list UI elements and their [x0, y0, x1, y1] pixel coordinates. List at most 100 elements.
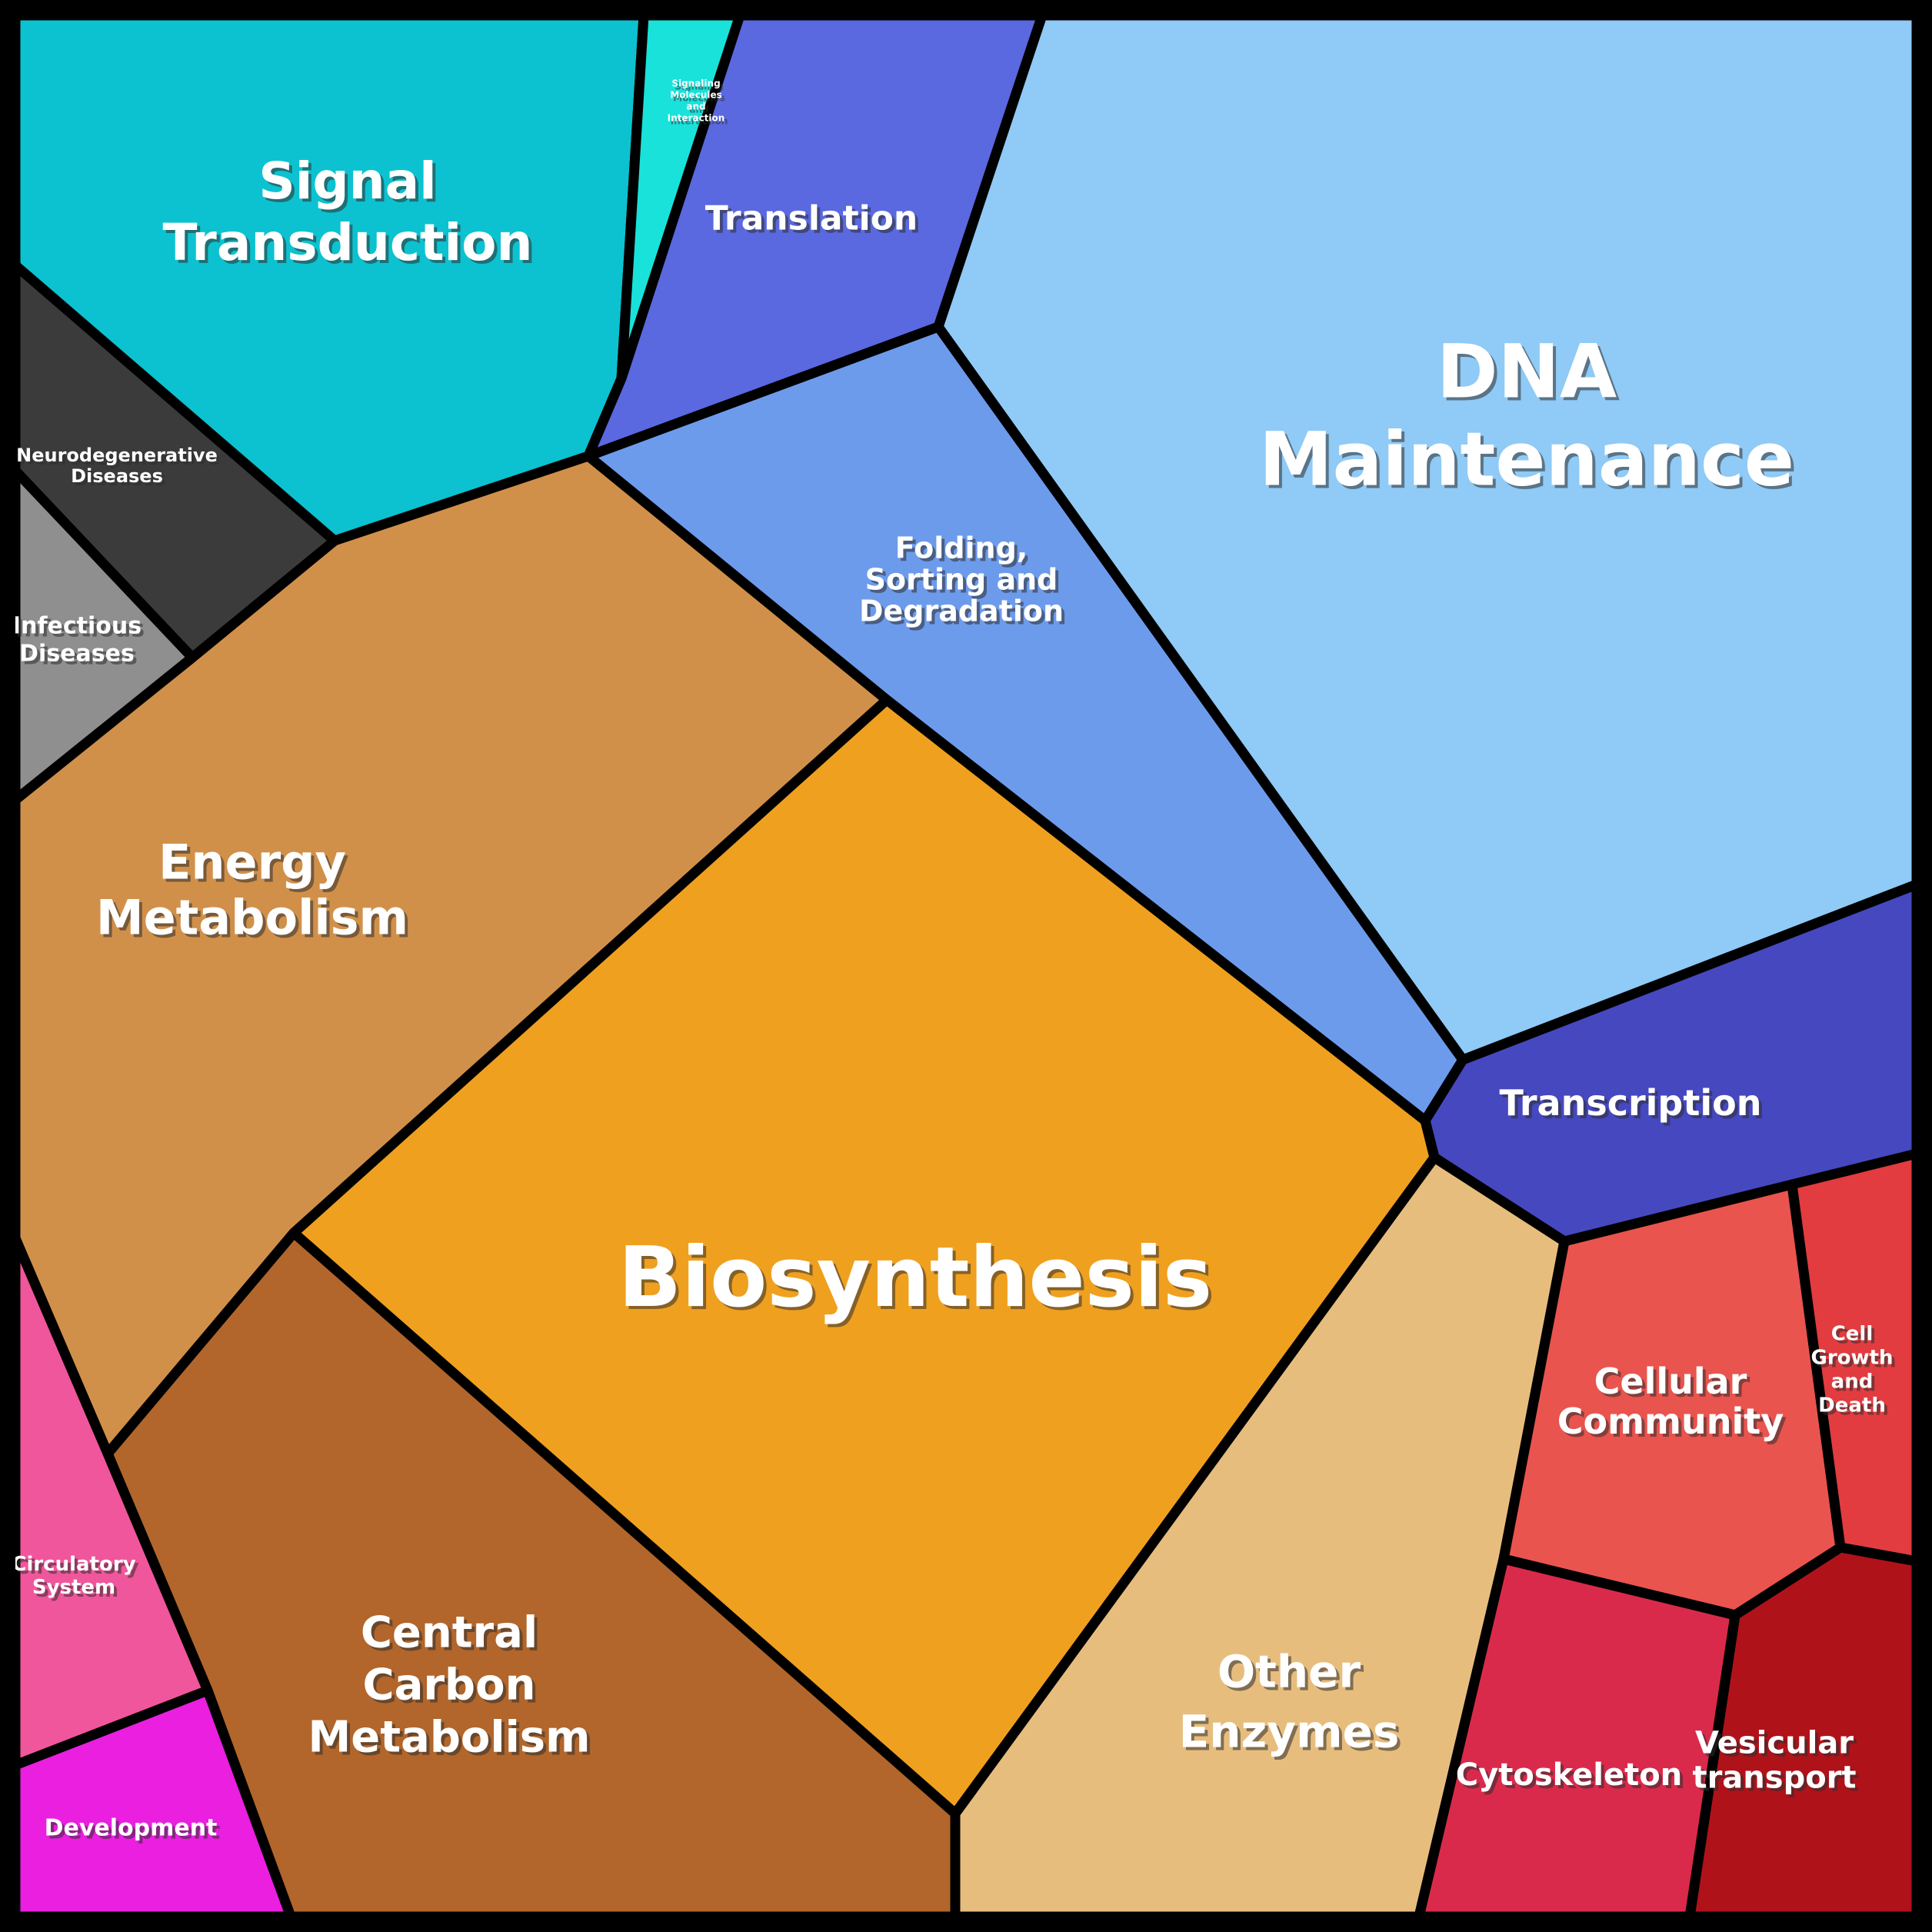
label-line: Cell: [1831, 1323, 1874, 1346]
label-line: Biosynthesis: [618, 1230, 1212, 1326]
region-label-infectious-diseases: Infectious Diseases: [12, 613, 142, 668]
region-label-biosynthesis: Biosynthesis: [618, 1230, 1212, 1326]
label-line: Death: [1821, 1397, 1889, 1421]
label-line: Maintenance: [1259, 417, 1794, 503]
region-label-transcription: Transcription: [1500, 1082, 1762, 1124]
label-line: Central: [361, 1608, 538, 1658]
label-line: and: [1831, 1371, 1874, 1394]
label-line: Diseases: [19, 641, 135, 668]
label-line: Biosynthesis: [621, 1233, 1215, 1329]
label-line: Enzymes: [1182, 1708, 1403, 1760]
label-line: Transcription: [1500, 1082, 1762, 1124]
region-label-transcription-shadow: Transcription: [1503, 1085, 1765, 1127]
label-line: Death: [1818, 1394, 1886, 1417]
label-line: Folding,: [895, 531, 1028, 565]
region-label-vesicular-transport: Vesicular transport: [1692, 1726, 1856, 1796]
region-label-translation: Translation: [705, 198, 918, 238]
region-label-neurodegenerative-diseases: Neurodegenerative Diseases: [16, 445, 218, 487]
label-line: Metabolism: [96, 890, 408, 946]
region-label-central-carbon-metabolism-shadow: Central Carbon Metabolism: [311, 1611, 594, 1766]
label-line: Circulatory: [12, 1553, 135, 1576]
label-line: Interaction: [668, 113, 725, 124]
region-label-other-enzymes: Other Enzymes: [1179, 1645, 1400, 1757]
label-line: Transcription: [1503, 1085, 1765, 1127]
label-line: Transduction: [163, 213, 533, 272]
label-line: Degradation: [862, 597, 1067, 631]
label-line: Vesicular: [1695, 1726, 1854, 1761]
label-line: Cellular: [1594, 1361, 1747, 1402]
label-line: System: [32, 1576, 115, 1599]
region-label-cellular-community: Cellular Community: [1557, 1361, 1784, 1442]
label-line: Circulatory: [15, 1556, 138, 1579]
region-label-cytoskeleton: Cytoskeleton: [1456, 1757, 1682, 1793]
region-label-cytoskeleton-shadow: Cytoskeleton: [1459, 1760, 1685, 1796]
label-line: Transduction: [166, 216, 536, 275]
label-line: Cellular: [1597, 1364, 1750, 1405]
label-line: Vesicular: [1698, 1729, 1857, 1764]
label-line: Neurodegenerative: [19, 448, 221, 469]
region-label-neurodegenerative-diseases-shadow: Neurodegenerative Diseases: [19, 448, 221, 490]
label-line: Translation: [705, 198, 918, 238]
region-label-vesicular-transport-shadow: Vesicular transport: [1695, 1729, 1859, 1799]
region-label-cellular-community-shadow: Cellular Community: [1561, 1364, 1787, 1445]
region-label-energy-metabolism-shadow: Energy Metabolism: [99, 838, 411, 949]
region-label-folding-sorting-and-degradation: Folding, Sorting and Degradation: [859, 531, 1064, 628]
label-line: Development: [45, 1815, 218, 1842]
label-line: Growth: [1814, 1350, 1897, 1373]
label-line: Molecules: [670, 90, 722, 101]
region-label-dna-maintenance-shadow: DNA Maintenance: [1262, 332, 1797, 506]
region-label-circulatory-system-shadow: Circulatory System: [15, 1556, 138, 1602]
label-line: Neurodegenerative: [16, 445, 218, 466]
label-line: DNA: [1437, 329, 1617, 415]
label-line: Folding,: [898, 534, 1031, 568]
label-line: System: [35, 1579, 118, 1602]
label-line: Interaction: [671, 116, 728, 127]
region-label-cell-growth-and-death-shadow: Cell Growth and Death: [1814, 1326, 1897, 1421]
label-line: Growth: [1811, 1347, 1894, 1370]
label-line: Central: [364, 1611, 541, 1661]
label-line: Signal: [261, 155, 440, 214]
label-line: Infectious: [15, 616, 145, 643]
label-line: Community: [1557, 1401, 1784, 1442]
label-line: Development: [48, 1818, 221, 1845]
region-label-infectious-diseases-shadow: Infectious Diseases: [15, 616, 145, 671]
label-line: Enzymes: [1179, 1705, 1400, 1757]
label-line: Degradation: [859, 594, 1064, 628]
region-label-folding-sorting-and-degradation-shadow: Folding, Sorting and Degradation: [862, 534, 1067, 631]
label-line: and: [1834, 1374, 1877, 1397]
label-line: Carbon: [366, 1664, 539, 1714]
label-line: and: [689, 105, 708, 115]
region-label-development-shadow: Development: [48, 1818, 221, 1845]
region-label-translation-shadow: Translation: [708, 202, 921, 241]
label-line: Signaling: [675, 82, 723, 92]
label-line: Diseases: [22, 644, 138, 671]
label-line: Energy: [158, 834, 346, 891]
region-label-signaling-molecules-and-interaction: Signaling Molecules and Interaction: [668, 78, 725, 124]
label-line: Metabolism: [99, 893, 411, 949]
label-line: Cytoskeleton: [1459, 1760, 1685, 1796]
label-line: Translation: [708, 202, 921, 241]
region-label-central-carbon-metabolism: Central Carbon Metabolism: [308, 1608, 591, 1763]
label-line: Maintenance: [1262, 420, 1797, 506]
label-line: Metabolism: [308, 1713, 591, 1763]
label-line: Other: [1221, 1648, 1364, 1700]
region-label-dna-maintenance: DNA Maintenance: [1259, 329, 1794, 503]
label-line: Signal: [258, 152, 437, 211]
label-line: Molecules: [673, 93, 725, 104]
label-line: transport: [1695, 1764, 1859, 1799]
label-line: DNA: [1440, 332, 1620, 418]
label-line: Community: [1561, 1404, 1787, 1445]
label-line: Energy: [162, 838, 349, 894]
label-line: Cytoskeleton: [1456, 1757, 1682, 1793]
region-label-signaling-molecules-and-interaction-shadow: Signaling Molecules and Interaction: [671, 82, 728, 127]
region-label-other-enzymes-shadow: Other Enzymes: [1182, 1648, 1403, 1760]
label-line: Other: [1217, 1645, 1361, 1697]
label-line: Metabolism: [311, 1716, 594, 1766]
label-line: transport: [1692, 1760, 1856, 1796]
label-line: Signaling: [671, 78, 720, 89]
region-label-cell-growth-and-death: Cell Growth and Death: [1811, 1323, 1894, 1417]
label-line: and: [686, 102, 705, 112]
region-label-signal-transduction-shadow: Signal Transduction: [166, 155, 536, 275]
region-label-energy-metabolism: Energy Metabolism: [96, 834, 408, 946]
